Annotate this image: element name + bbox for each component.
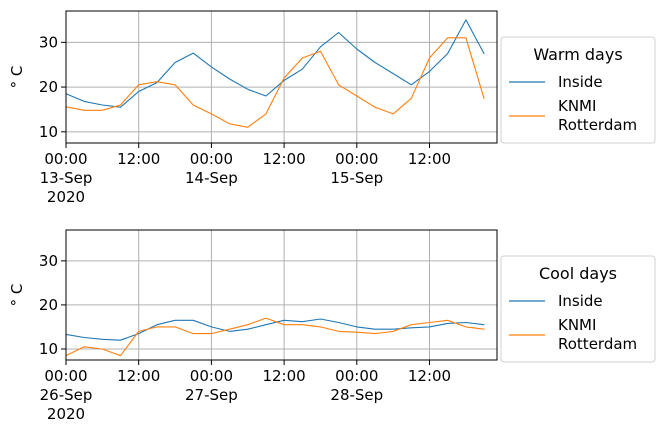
y-axis-label: ° C <box>8 284 26 307</box>
plot-frame <box>65 229 498 361</box>
legend-title: Warm days <box>533 45 622 64</box>
x-tick-label: 12:00 <box>408 150 451 168</box>
series-line-knmi-rotterdam <box>65 317 485 357</box>
legend-label: KNMI Rotterdam <box>558 97 637 134</box>
legend-title: Cool days <box>539 264 617 283</box>
series-line-inside <box>65 19 485 108</box>
legend-label: KNMI Rotterdam <box>558 316 637 353</box>
x-tick-label: 00:00 15-Sep <box>330 150 383 187</box>
x-tick-label: 00:00 28-Sep <box>330 367 383 404</box>
x-tick-label: 12:00 <box>408 367 451 385</box>
legend-label: Inside <box>558 292 603 310</box>
y-tick-label: 30 <box>39 252 58 270</box>
x-tick-label: 00:00 27-Sep <box>185 367 238 404</box>
series-line-knmi-rotterdam <box>65 37 485 128</box>
x-tick-label: 12:00 <box>262 367 305 385</box>
chart-cool-days: 10 20 30 ° C 00:00 26-Sep 2020 12:00 00:00 27-Sep… <box>8 229 656 423</box>
x-tick-label: 00:00 13-Sep 2020 <box>40 150 93 206</box>
x-tick-label: 00:00 14-Sep <box>185 150 238 187</box>
y-tick-label: 10 <box>39 123 58 141</box>
x-tick-label: 12:00 <box>117 367 160 385</box>
y-axis-label: ° C <box>8 66 26 89</box>
x-tick-label: 12:00 <box>262 150 305 168</box>
x-tick-label: 12:00 <box>117 150 160 168</box>
plot-frame <box>65 10 498 144</box>
y-tick-label: 10 <box>39 340 58 358</box>
y-tick-label: 20 <box>39 296 58 314</box>
y-tick-label: 20 <box>39 78 58 96</box>
x-tick-label: 00:00 26-Sep 2020 <box>40 367 93 423</box>
series-line-inside <box>65 318 485 341</box>
y-tick-label: 30 <box>39 33 58 51</box>
legend-label: Inside <box>558 73 603 91</box>
chart-warm-days: 10 20 30 ° C 00:00 13-Sep 2020 12:00 00:00 14-Sep… <box>8 10 656 206</box>
